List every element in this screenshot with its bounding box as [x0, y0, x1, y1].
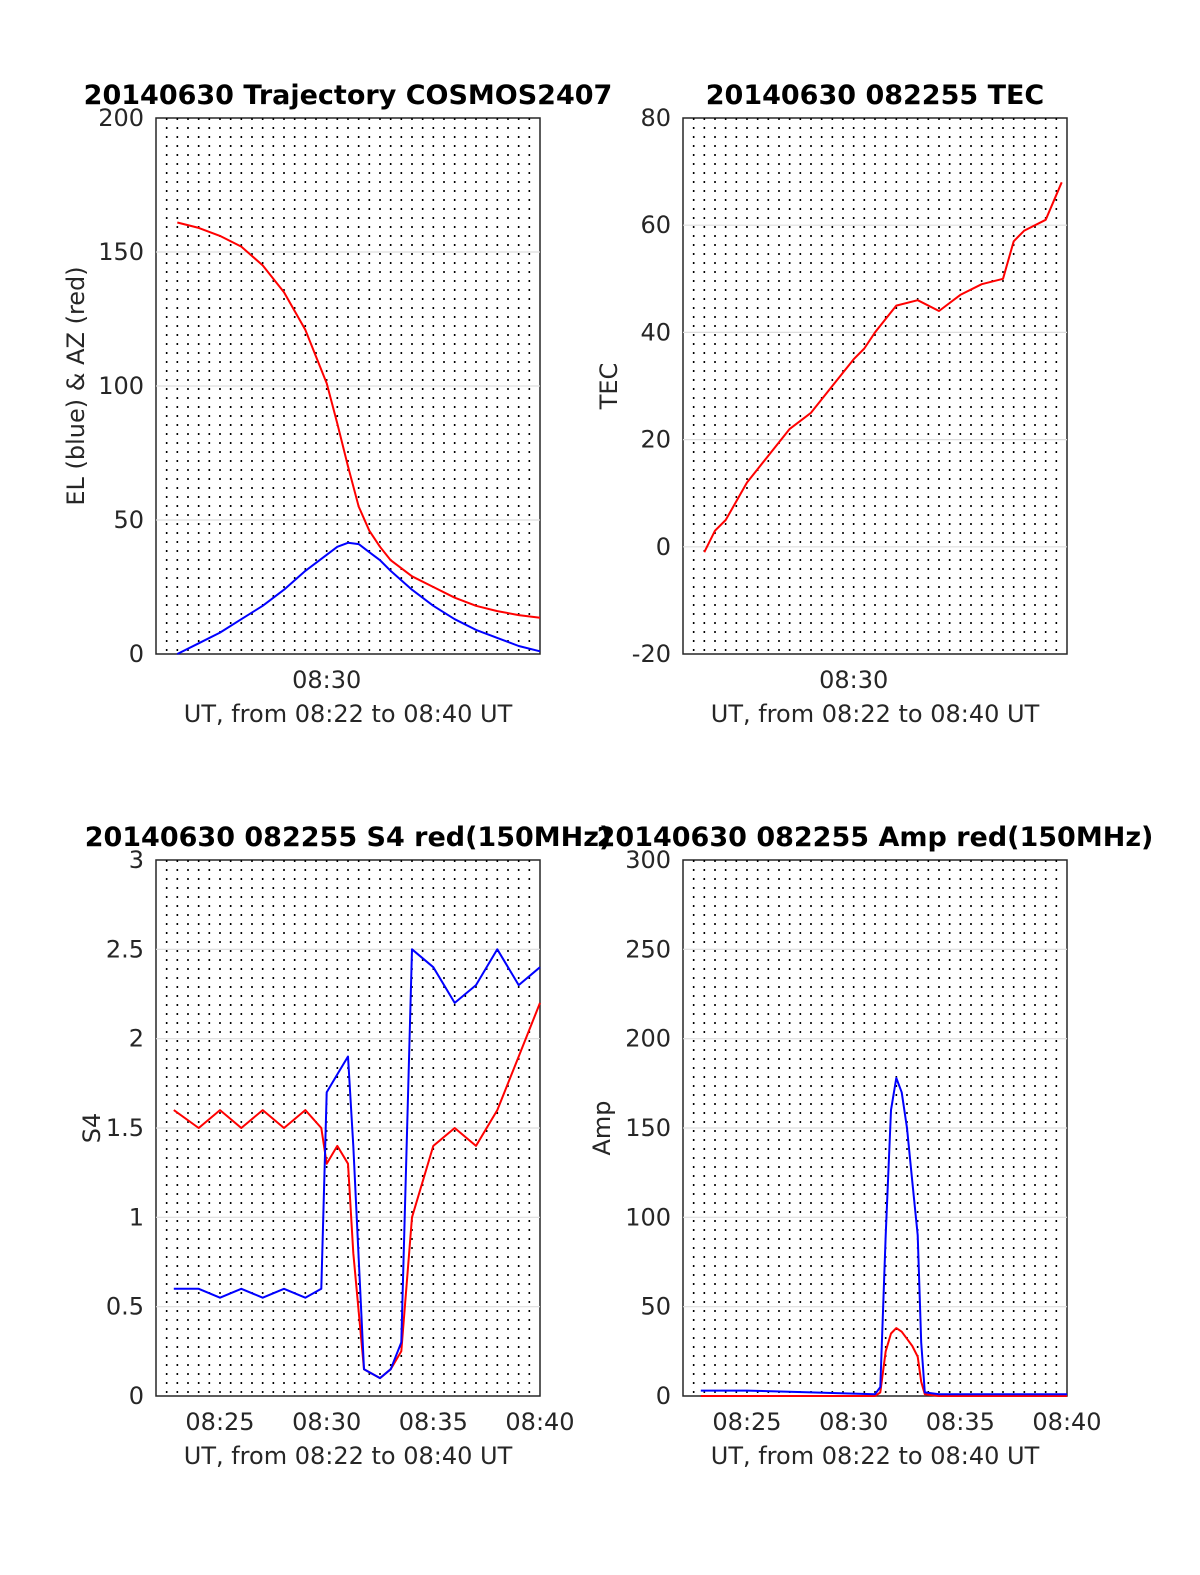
y-tick-label: 0.5: [106, 1293, 144, 1321]
y-tick-label: 100: [625, 1203, 671, 1231]
y-tick-label: 1.5: [106, 1114, 144, 1142]
chart-title: 20140630 082255 TEC: [706, 80, 1045, 111]
axes-box: [682, 117, 1068, 655]
y-tick-label: 80: [640, 104, 671, 132]
x-axis-label: UT, from 08:22 to 08:40 UT: [711, 1442, 1040, 1470]
series-line-0: [173, 1002, 541, 1380]
y-tick-label: 2: [129, 1025, 144, 1053]
series-line-0: [700, 1327, 1067, 1397]
y-tick-label: 0: [129, 1382, 144, 1410]
y-tick-label: 3: [129, 846, 144, 874]
chart-title: 20140630 Trajectory COSMOS2407: [84, 80, 613, 111]
series-line-1: [173, 948, 541, 1380]
x-tick-label: 08:35: [926, 1408, 995, 1436]
y-tick-label: 200: [98, 104, 144, 132]
x-tick-label: 08:30: [819, 1408, 888, 1436]
panel-s4: 20140630 082255 S4 red(150MHz) UT, from …: [78, 822, 611, 1470]
series-line-0: [703, 181, 1063, 553]
panel-trajectory: 20140630 Trajectory COSMOS2407 UT, from …: [62, 80, 612, 728]
y-tick-label: 200: [625, 1025, 671, 1053]
x-axis-label: UT, from 08:22 to 08:40 UT: [184, 1442, 513, 1470]
y-tick-label: 2.5: [106, 935, 144, 963]
y-tick-label: 40: [640, 318, 671, 346]
x-tick-label: 08:25: [712, 1408, 781, 1436]
y-tick-label: 100: [98, 372, 144, 400]
y-tick-label: 0: [656, 533, 671, 561]
x-tick-label: 08:35: [399, 1408, 468, 1436]
y-tick-label: 60: [640, 211, 671, 239]
chart-title: 20140630 082255 S4 red(150MHz): [85, 822, 612, 853]
y-tick-label: 300: [625, 846, 671, 874]
chart-title: 20140630 082255 Amp red(150MHz): [597, 822, 1154, 853]
panel-tec: 20140630 082255 TEC UT, from 08:22 to 08…: [595, 80, 1068, 728]
y-tick-label: 20: [640, 426, 671, 454]
y-tick-label: 0: [656, 1382, 671, 1410]
x-tick-label: 08:30: [292, 1408, 361, 1436]
x-tick-label: 08:40: [505, 1408, 574, 1436]
series-line-0: [177, 221, 541, 619]
y-tick-label: -20: [632, 640, 671, 668]
y-tick-label: 0: [129, 640, 144, 668]
y-tick-label: 50: [640, 1293, 671, 1321]
y-tick-label: 250: [625, 935, 671, 963]
x-tick-label: 08:30: [292, 666, 361, 694]
panel-amp: 20140630 082255 Amp red(150MHz) UT, from…: [588, 822, 1153, 1470]
y-axis-label: TEC: [595, 363, 623, 411]
y-tick-label: 1: [129, 1203, 144, 1231]
y-axis-label: S4: [78, 1113, 106, 1144]
y-tick-label: 50: [113, 506, 144, 534]
x-tick-label: 08:40: [1032, 1408, 1101, 1436]
x-tick-label: 08:30: [819, 666, 888, 694]
y-tick-label: 150: [98, 238, 144, 266]
y-tick-label: 150: [625, 1114, 671, 1142]
x-tick-label: 08:25: [185, 1408, 254, 1436]
x-axis-label: UT, from 08:22 to 08:40 UT: [184, 700, 513, 728]
series-line-1: [176, 541, 541, 655]
x-axis-label: UT, from 08:22 to 08:40 UT: [711, 700, 1040, 728]
series-line-1: [700, 1077, 1067, 1396]
y-axis-label: Amp: [588, 1100, 616, 1155]
y-axis-label: EL (blue) & AZ (red): [62, 266, 90, 505]
